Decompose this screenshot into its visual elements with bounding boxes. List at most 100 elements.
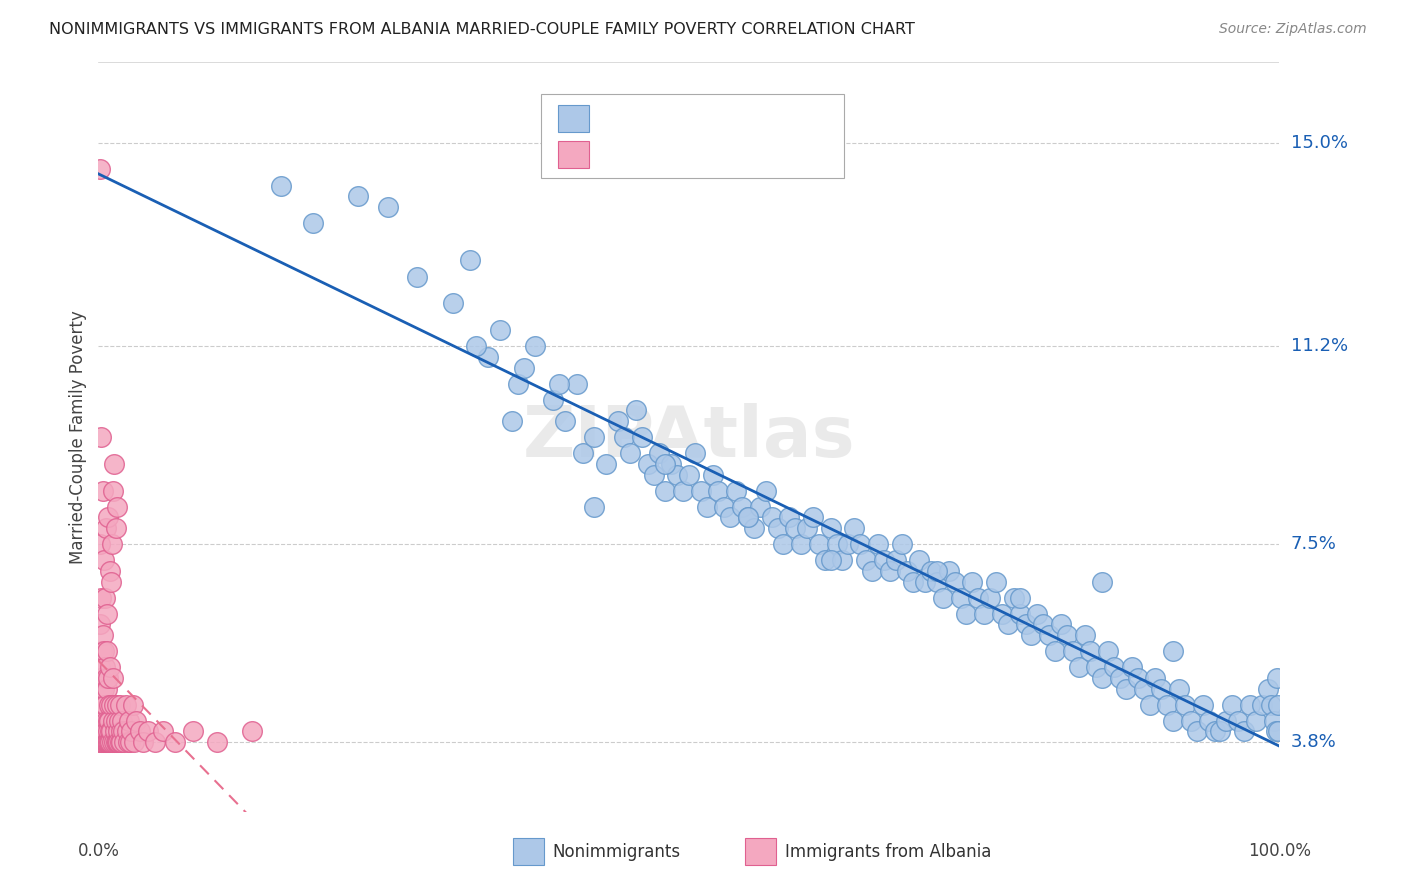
Point	[548, 376, 571, 391]
Point	[583, 430, 606, 444]
Point	[94, 671, 117, 685]
Point	[524, 339, 547, 353]
Point	[103, 671, 125, 685]
Point	[1150, 681, 1173, 696]
Text: 94: 94	[748, 145, 772, 163]
Point	[849, 537, 872, 551]
Point	[973, 607, 995, 621]
Point	[666, 467, 689, 482]
Point	[1198, 714, 1220, 728]
Point	[1050, 617, 1073, 632]
Point	[136, 724, 159, 739]
Point	[91, 644, 114, 658]
Point	[98, 735, 121, 749]
Point	[607, 414, 630, 428]
Point	[98, 564, 121, 578]
Point	[90, 591, 112, 605]
Point	[117, 735, 139, 749]
Point	[205, 735, 228, 749]
Point	[571, 446, 593, 460]
Point	[1097, 644, 1119, 658]
Point	[672, 483, 695, 498]
Point	[120, 735, 142, 749]
Point	[98, 735, 121, 749]
Point	[678, 467, 700, 482]
Point	[97, 671, 120, 685]
Point	[121, 698, 143, 712]
Point	[1026, 607, 1049, 621]
Point	[831, 553, 853, 567]
Text: R =: R =	[600, 110, 637, 128]
Point	[100, 724, 122, 739]
Point	[1144, 671, 1167, 685]
Point	[825, 537, 848, 551]
Point	[1102, 660, 1125, 674]
Point	[1156, 698, 1178, 712]
Point	[1121, 660, 1143, 674]
Point	[654, 457, 676, 471]
Point	[91, 698, 114, 712]
Point	[541, 392, 564, 407]
Point	[115, 724, 138, 739]
Point	[107, 735, 129, 749]
Point	[89, 698, 111, 712]
Point	[1126, 671, 1149, 685]
Point	[1080, 644, 1102, 658]
Point	[114, 698, 136, 712]
Point	[96, 681, 118, 696]
Point	[93, 714, 115, 728]
Point	[347, 189, 370, 203]
Point	[94, 591, 117, 605]
Text: Nonimmigrants: Nonimmigrants	[553, 843, 681, 861]
Point	[90, 714, 112, 728]
Point	[820, 553, 842, 567]
Text: 100.0%: 100.0%	[1249, 842, 1310, 860]
Point	[501, 414, 523, 428]
Point	[984, 574, 1007, 589]
Point	[1161, 644, 1184, 658]
Text: ZIPAtlas: ZIPAtlas	[523, 402, 855, 472]
Point	[103, 483, 125, 498]
Point	[377, 200, 399, 214]
Point	[554, 414, 576, 428]
Text: Immigrants from Albania: Immigrants from Albania	[785, 843, 991, 861]
Point	[96, 735, 118, 749]
Point	[1043, 644, 1066, 658]
Point	[955, 607, 977, 621]
Point	[1227, 714, 1250, 728]
Text: 11.2%: 11.2%	[1291, 337, 1348, 355]
Point	[1067, 660, 1090, 674]
Point	[125, 714, 148, 728]
Point	[643, 467, 665, 482]
Point	[1085, 660, 1108, 674]
Point	[1267, 698, 1289, 712]
Point	[1191, 698, 1213, 712]
Point	[97, 714, 120, 728]
Point	[1180, 714, 1202, 728]
Point	[93, 553, 115, 567]
Point	[93, 660, 115, 674]
Point	[105, 735, 128, 749]
Point	[565, 376, 588, 391]
Point	[96, 607, 118, 621]
Text: 3.8%: 3.8%	[1291, 733, 1336, 751]
Point	[93, 644, 115, 658]
Point	[903, 574, 925, 589]
Point	[152, 724, 174, 739]
Point	[1161, 714, 1184, 728]
Point	[1115, 681, 1137, 696]
Point	[890, 537, 912, 551]
Point	[1263, 714, 1285, 728]
Point	[949, 591, 972, 605]
Point	[1267, 724, 1289, 739]
Text: Source: ZipAtlas.com: Source: ZipAtlas.com	[1219, 22, 1367, 37]
Point	[97, 735, 120, 749]
Point	[943, 574, 966, 589]
Point	[94, 698, 117, 712]
Point	[766, 521, 789, 535]
Point	[1002, 591, 1025, 605]
Point	[967, 591, 990, 605]
Point	[979, 591, 1001, 605]
Point	[1091, 574, 1114, 589]
Text: 146: 146	[748, 110, 783, 128]
